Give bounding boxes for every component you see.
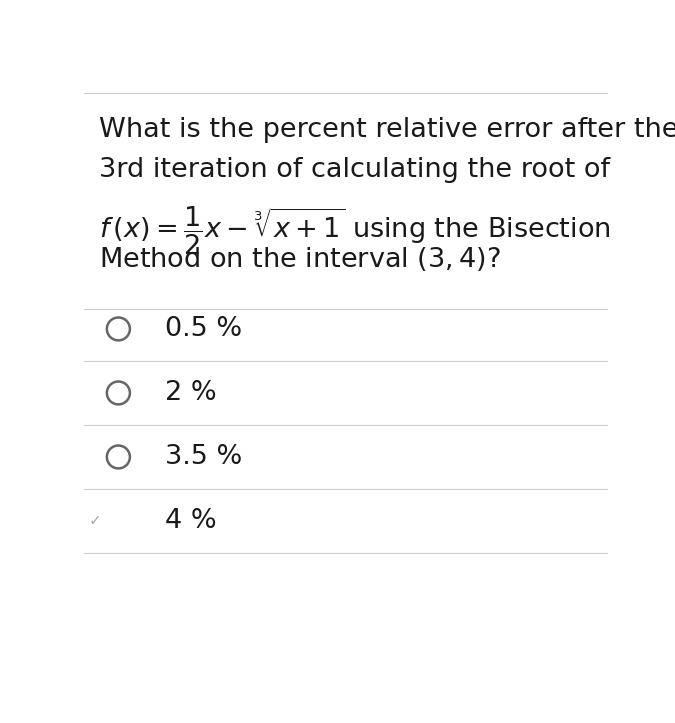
- Text: ✓: ✓: [88, 513, 101, 529]
- Text: 0.5 %: 0.5 %: [165, 316, 242, 342]
- Text: Method on the interval $(3, 4)$?: Method on the interval $(3, 4)$?: [99, 245, 501, 273]
- Text: What is the percent relative error after the: What is the percent relative error after…: [99, 117, 675, 143]
- Text: 4 %: 4 %: [165, 508, 217, 534]
- Text: 3.5 %: 3.5 %: [165, 444, 243, 470]
- Text: $f\,(x) = \dfrac{1}{2}x - \sqrt[3]{x + 1}$ using the Bisection: $f\,(x) = \dfrac{1}{2}x - \sqrt[3]{x + 1…: [99, 205, 611, 257]
- Text: 2 %: 2 %: [165, 380, 217, 406]
- Text: 3rd iteration of calculating the root of: 3rd iteration of calculating the root of: [99, 158, 610, 184]
